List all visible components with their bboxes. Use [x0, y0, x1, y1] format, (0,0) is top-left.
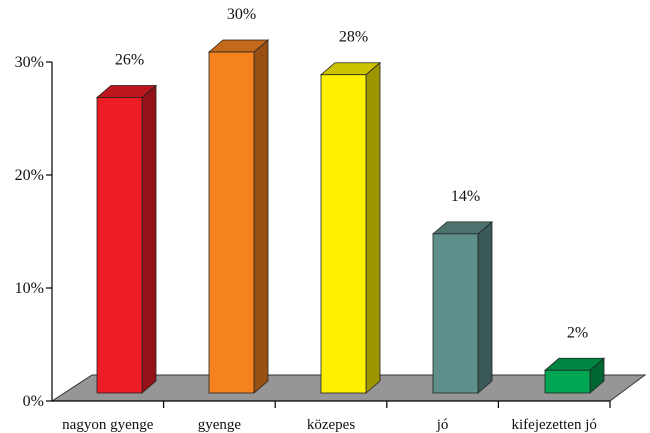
bar-front-face — [208, 51, 255, 394]
bar-front-face — [320, 74, 367, 394]
y-tick-label: 0% — [23, 393, 44, 410]
bar-jó — [431, 220, 494, 394]
category-label: kifejezetten jó — [512, 417, 597, 433]
y-tick-label: 20% — [15, 167, 44, 184]
category-label: jó — [436, 417, 449, 433]
category-label: közepes — [307, 417, 355, 433]
data-label: 26% — [115, 51, 144, 68]
bar-side-face — [141, 84, 157, 394]
y-tick-label: 10% — [15, 280, 44, 297]
data-label: 30% — [227, 6, 256, 23]
bar-gyenge — [207, 39, 270, 394]
bar-front-face — [96, 97, 143, 394]
data-label: 28% — [339, 29, 368, 46]
bar-side-face — [365, 61, 381, 394]
bar-közepes — [319, 61, 382, 394]
category-label: gyenge — [198, 417, 242, 433]
data-label: 2% — [567, 324, 588, 341]
bar-nagyon-gyenge — [95, 84, 158, 394]
bar-front-face — [544, 369, 591, 394]
bar-side-face — [477, 220, 493, 394]
data-label: 14% — [451, 188, 480, 205]
bar-front-face — [432, 233, 479, 394]
bar-side-face — [253, 39, 269, 394]
bar-kifejezetten-jó — [543, 357, 606, 394]
category-label: nagyon gyenge — [62, 417, 154, 433]
y-tick-label: 30% — [15, 54, 44, 71]
